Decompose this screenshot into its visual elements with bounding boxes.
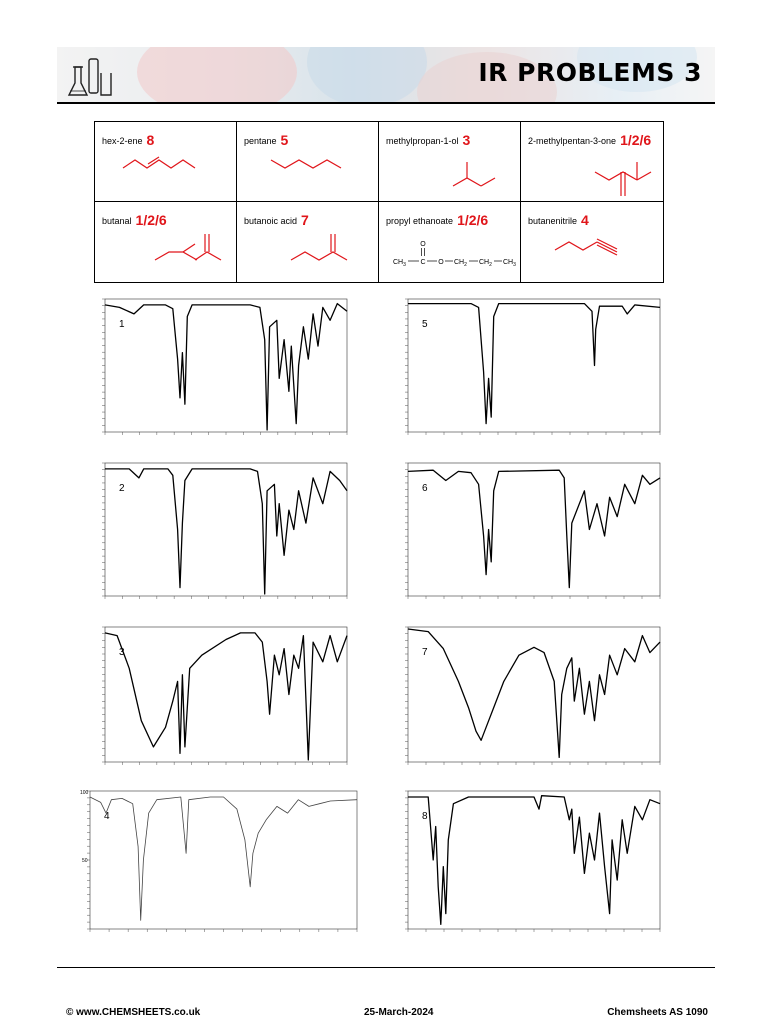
ir-spectrum: 5 <box>398 293 666 448</box>
compound-cell: butanoic acid 7 <box>237 202 379 282</box>
spectrum-number: 2 <box>119 483 125 494</box>
ir-spectrum: 8 <box>398 785 666 945</box>
ir-spectrum: 3 <box>95 621 353 778</box>
spectrum-number: 7 <box>422 647 428 658</box>
compound-cell: 2-methylpentan-3-one 1/2/6 <box>521 122 663 202</box>
ir-spectrum: 7 <box>398 621 666 778</box>
spectrum-trace <box>407 469 661 589</box>
plot-frame <box>104 298 348 433</box>
y-tick-label: 50 <box>82 858 88 864</box>
spectrum-number: 6 <box>422 483 428 494</box>
compound-cell: methylpropan-1-ol 3 <box>379 122 521 202</box>
spectrum-plot: 4 100 50 <box>80 790 358 932</box>
spectrum-plot: 6 <box>405 462 661 599</box>
spectrum-number: 4 <box>104 811 110 822</box>
spectrum-trace <box>408 302 661 425</box>
skeletal-structure <box>452 162 496 187</box>
plot-frame <box>407 462 661 597</box>
compound-name: butanenitrile <box>528 216 578 226</box>
spectrum-plot: 2 <box>102 462 348 599</box>
footer-sheet-id: Chemsheets AS 1090 <box>607 1007 708 1018</box>
header-rule <box>57 102 715 104</box>
plot-frame <box>104 462 348 597</box>
spectrum-trace <box>105 468 348 595</box>
compound-answer: 3 <box>462 132 471 148</box>
page-title: IR PROBLEMS 3 <box>478 58 702 87</box>
compound-answer: 1/2/6 <box>620 132 652 148</box>
y-tick-label: 100 <box>80 790 89 796</box>
compound-cell: hex-2-ene 8 <box>95 122 237 202</box>
formula-atom: O <box>420 241 426 248</box>
compound-name: butanoic acid <box>244 216 298 226</box>
plot-frame <box>89 790 358 930</box>
plot-frame <box>407 298 661 433</box>
spectrum-plot: 5 <box>405 298 661 435</box>
compound-name: 2-methylpentan-3-one <box>528 136 617 146</box>
spectrum-trace <box>89 796 358 921</box>
spectrum-number: 8 <box>422 811 428 822</box>
footer-date: 25-March-2024 <box>364 1007 434 1018</box>
compound-answer: 4 <box>581 212 589 228</box>
spectrum-trace <box>408 795 661 925</box>
formula-atom: CH2 <box>454 259 467 268</box>
spectrum-number: 3 <box>119 647 125 658</box>
compound-answer: 5 <box>280 132 289 148</box>
compound-cell: propyl ethanoate 1/2/6 O CH3 C O CH2 CH2 … <box>379 202 521 282</box>
spectrum-plot: 1 <box>102 298 348 435</box>
spectrum-trace <box>104 632 348 761</box>
ir-spectrum: 1 <box>95 293 353 448</box>
footer-copyright: © www.CHEMSHEETS.co.uk <box>66 1007 201 1018</box>
skeletal-structure <box>290 234 348 261</box>
formula-atom: CH2 <box>479 259 492 268</box>
skeletal-structure <box>594 162 652 196</box>
compound-cell: pentane 5 <box>237 122 379 202</box>
spectrum-plot: 3 <box>102 626 348 765</box>
spectrum-number: 1 <box>119 319 125 330</box>
compound-answer: 7 <box>301 212 309 228</box>
ir-spectrum: 2 <box>95 457 353 612</box>
compound-answer: 8 <box>146 132 155 148</box>
compound-cell: butanenitrile 4 <box>521 202 663 282</box>
formula-atom: O <box>438 259 444 266</box>
compound-name: methylpropan-1-ol <box>386 136 459 146</box>
formula-atom: C <box>420 259 425 266</box>
header-banner <box>57 47 715 103</box>
skeletal-structure <box>122 156 196 169</box>
spectrum-trace <box>407 628 661 759</box>
formula-atom: CH3 <box>393 259 406 268</box>
footer-rule <box>57 967 715 968</box>
skeletal-structure <box>554 238 618 256</box>
compound-table: hex-2-ene 8 pentane 5 methylpropan-1-ol 3 2… <box>94 121 664 283</box>
compound-name: butanal <box>102 216 132 226</box>
compound-name: pentane <box>244 136 277 146</box>
compound-answer: 1/2/6 <box>135 212 167 228</box>
ester-formula: O CH3 C O CH2 CH2 CH3 <box>393 241 516 268</box>
compound-name: hex-2-ene <box>102 136 143 146</box>
glassware-icon <box>67 58 112 96</box>
compound-name: propyl ethanoate <box>386 216 454 226</box>
skeletal-structure <box>270 159 342 169</box>
spectrum-trace <box>104 302 348 431</box>
spectrum-number: 5 <box>422 319 428 330</box>
spectrum-plot: 7 <box>405 626 661 765</box>
compound-cell: butanal 1/2/6 <box>95 202 237 282</box>
ir-spectrum: 4 100 50 <box>80 785 363 945</box>
compound-answer: 1/2/6 <box>457 212 489 228</box>
ir-spectrum: 6 <box>398 457 666 612</box>
skeletal-structure <box>154 234 222 261</box>
formula-atom: CH3 <box>503 259 516 268</box>
spectrum-plot: 8 <box>405 790 661 932</box>
